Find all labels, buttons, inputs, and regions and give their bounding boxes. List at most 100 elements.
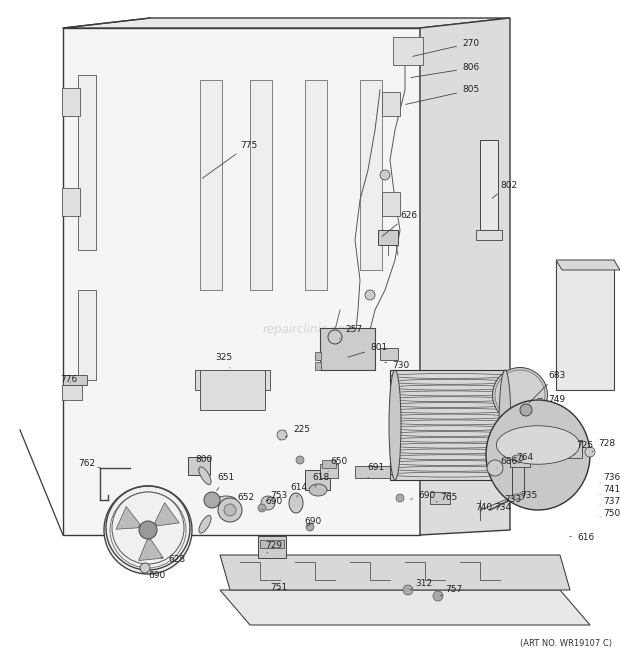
Circle shape xyxy=(204,492,220,508)
Bar xyxy=(195,370,270,390)
Bar xyxy=(556,260,614,390)
Text: 270: 270 xyxy=(413,38,479,56)
Ellipse shape xyxy=(492,368,547,422)
Bar xyxy=(62,88,80,116)
Bar xyxy=(188,457,210,475)
Polygon shape xyxy=(138,539,163,561)
Text: 683: 683 xyxy=(529,371,565,403)
Bar xyxy=(380,348,398,360)
Bar xyxy=(200,370,265,410)
Bar xyxy=(305,470,330,490)
Circle shape xyxy=(218,498,242,522)
Text: 616: 616 xyxy=(570,533,594,543)
Ellipse shape xyxy=(497,426,580,464)
Polygon shape xyxy=(63,28,420,535)
Polygon shape xyxy=(220,590,590,625)
Ellipse shape xyxy=(199,516,211,533)
Polygon shape xyxy=(63,18,510,28)
Circle shape xyxy=(140,563,150,573)
Text: 764: 764 xyxy=(516,453,533,463)
Text: 750: 750 xyxy=(600,510,620,518)
Bar xyxy=(62,188,80,216)
Bar xyxy=(250,80,272,290)
Circle shape xyxy=(403,585,413,595)
Text: 805: 805 xyxy=(405,85,479,104)
Bar xyxy=(322,460,336,468)
Text: 802: 802 xyxy=(492,180,517,198)
Bar xyxy=(393,37,423,65)
Circle shape xyxy=(224,504,236,516)
Bar xyxy=(355,466,390,478)
Bar xyxy=(320,328,375,370)
Polygon shape xyxy=(116,506,140,529)
Ellipse shape xyxy=(495,370,545,420)
Bar xyxy=(315,352,321,360)
Text: 806: 806 xyxy=(410,63,479,77)
Text: 618: 618 xyxy=(312,473,329,487)
Bar xyxy=(78,75,96,250)
Bar xyxy=(480,140,498,230)
Bar xyxy=(260,540,284,548)
Circle shape xyxy=(328,330,342,344)
Circle shape xyxy=(112,492,184,564)
Bar xyxy=(315,362,321,370)
Circle shape xyxy=(487,460,503,476)
Text: 753: 753 xyxy=(266,490,287,501)
Circle shape xyxy=(139,521,157,539)
Polygon shape xyxy=(155,502,179,526)
Text: 775: 775 xyxy=(202,141,257,178)
Circle shape xyxy=(433,591,443,601)
Ellipse shape xyxy=(512,494,524,500)
Circle shape xyxy=(258,504,266,512)
Bar xyxy=(200,80,222,290)
Bar xyxy=(476,230,502,240)
Bar xyxy=(62,385,82,400)
Text: 729: 729 xyxy=(265,541,282,553)
Text: 757: 757 xyxy=(440,586,463,596)
Text: 735: 735 xyxy=(520,490,538,500)
Ellipse shape xyxy=(499,370,511,480)
Text: 651: 651 xyxy=(216,473,234,490)
Bar xyxy=(390,370,510,480)
Bar xyxy=(360,80,382,270)
Text: 765: 765 xyxy=(436,494,458,502)
Circle shape xyxy=(296,456,304,464)
Bar xyxy=(378,230,398,245)
Text: 730: 730 xyxy=(385,360,409,369)
Bar xyxy=(510,451,530,467)
Text: 740: 740 xyxy=(475,504,492,512)
Bar xyxy=(512,455,524,495)
Text: repairclinic.com: repairclinic.com xyxy=(263,323,357,336)
Circle shape xyxy=(104,486,192,574)
Text: 800: 800 xyxy=(195,455,212,470)
Text: 776: 776 xyxy=(60,375,78,385)
Text: 614: 614 xyxy=(290,483,307,497)
Polygon shape xyxy=(556,260,620,270)
Text: 691: 691 xyxy=(367,463,384,478)
Text: 626: 626 xyxy=(382,210,417,236)
Bar xyxy=(320,464,338,478)
Ellipse shape xyxy=(389,370,401,480)
Bar xyxy=(382,92,400,116)
Ellipse shape xyxy=(216,496,236,504)
Circle shape xyxy=(261,496,275,510)
Circle shape xyxy=(277,430,287,440)
Bar xyxy=(382,192,400,216)
Text: 650: 650 xyxy=(328,457,347,471)
Circle shape xyxy=(396,494,404,502)
Text: (ART NO. WR19107 C): (ART NO. WR19107 C) xyxy=(520,639,612,648)
Text: 652: 652 xyxy=(233,494,254,507)
Polygon shape xyxy=(420,18,510,535)
Text: 737: 737 xyxy=(600,498,620,506)
Text: 690: 690 xyxy=(304,518,321,527)
Ellipse shape xyxy=(199,467,211,485)
Ellipse shape xyxy=(289,493,303,513)
Bar xyxy=(63,375,87,385)
Circle shape xyxy=(306,523,314,531)
Polygon shape xyxy=(220,555,570,590)
Bar xyxy=(430,492,450,504)
Text: 257: 257 xyxy=(339,325,362,338)
Text: 741: 741 xyxy=(600,485,620,494)
Text: 690: 690 xyxy=(148,570,166,580)
Ellipse shape xyxy=(512,455,524,461)
